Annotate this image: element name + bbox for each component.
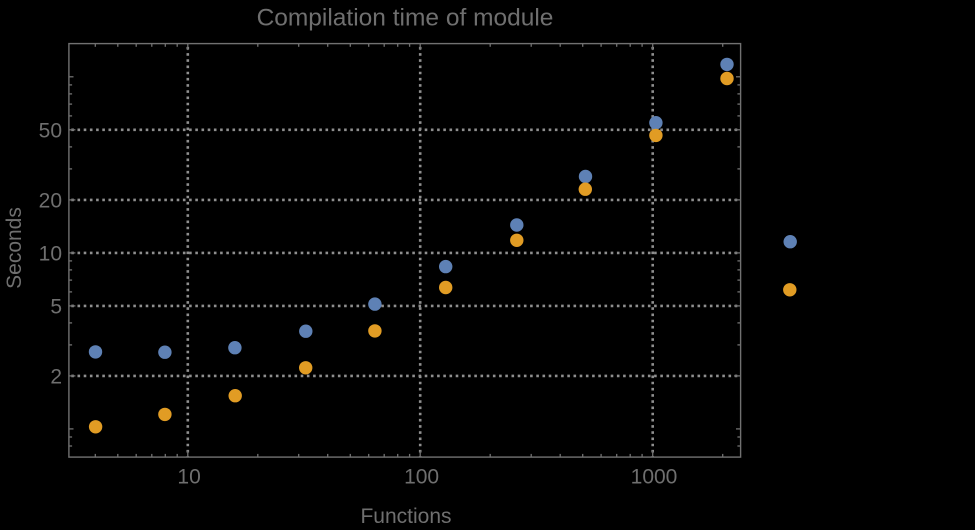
svg-text:10: 10 xyxy=(39,242,62,265)
svg-text:100: 100 xyxy=(404,466,439,489)
svg-text:20: 20 xyxy=(39,189,62,212)
svg-text:Seconds: Seconds xyxy=(3,207,26,289)
svg-text:5: 5 xyxy=(50,295,62,318)
svg-text:1000: 1000 xyxy=(631,466,678,489)
svg-text:2: 2 xyxy=(50,365,62,388)
svg-text:10: 10 xyxy=(177,466,200,489)
svg-text:Functions: Functions xyxy=(360,505,451,525)
svg-text:Compilation time of module: Compilation time of module xyxy=(257,5,554,32)
svg-text:50: 50 xyxy=(39,119,62,142)
